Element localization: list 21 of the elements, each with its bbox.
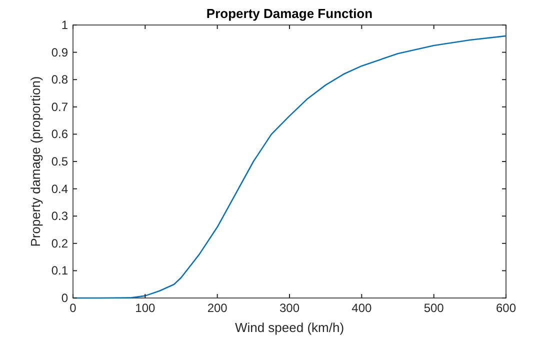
y-tick-label: 0.3 xyxy=(51,209,68,224)
x-tick-label: 200 xyxy=(207,301,228,315)
y-tick-label: 0.2 xyxy=(51,236,68,250)
chart-title: Property Damage Function xyxy=(206,6,373,21)
x-tick-label: 0 xyxy=(70,301,77,315)
y-axis-title: Property damage (proportion) xyxy=(28,76,43,247)
y-tick-label: 0.8 xyxy=(51,72,68,87)
y-tick-label: 1 xyxy=(61,18,68,32)
x-axis-title: Wind speed (km/h) xyxy=(234,320,344,335)
x-tick-label: 600 xyxy=(496,301,516,315)
y-tick-label: 0.6 xyxy=(51,127,68,142)
x-tick-label: 100 xyxy=(135,301,156,315)
x-tick-label: 500 xyxy=(424,301,444,315)
y-tick-label: 0.1 xyxy=(51,264,68,278)
y-tick-label: 0.9 xyxy=(51,45,68,60)
y-tick-label: 0.7 xyxy=(51,100,68,114)
y-tick-label: 0 xyxy=(61,291,68,305)
y-tick-label: 0.4 xyxy=(51,182,68,196)
x-tick-label: 300 xyxy=(279,301,300,315)
y-tick-label: 0.5 xyxy=(51,154,68,168)
x-tick-label: 400 xyxy=(352,301,372,315)
